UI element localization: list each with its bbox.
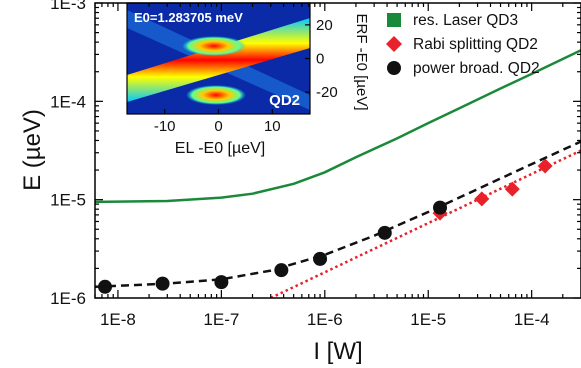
axes: 1E-8 1E-7 1E-6 1E-5 1E-4 1E-6 1E-5 1E-4 1E-3 I [W… — [19, 0, 581, 365]
inset-x-tick-label: -10 — [154, 118, 176, 135]
data-point — [504, 181, 520, 197]
data-point — [313, 251, 328, 266]
series-line — [95, 49, 581, 204]
y-tick-label: 1E-6 — [50, 289, 86, 308]
data-point — [274, 263, 289, 278]
legend-marker — [387, 61, 401, 75]
inset-title: E0=1.283705 meV — [134, 10, 243, 25]
inset-heatmap: E0=1.283705 meV QD2 -10 0 10 20 0 -20 EL -E0 [… — [126, 2, 370, 157]
x-tick-label: 1E-5 — [410, 310, 446, 329]
legend-label: res. Laser QD3 — [413, 12, 518, 29]
x-tick-label: 1E-6 — [307, 310, 343, 329]
legend-marker — [386, 36, 402, 52]
fit-line — [95, 140, 581, 289]
data-point — [98, 279, 113, 294]
legend-label: power broad. QD2 — [413, 60, 540, 77]
y-tick-label: 1E-4 — [50, 92, 86, 111]
inset-x-tick-label: 0 — [214, 118, 222, 135]
y-axis-label: E (µeV) — [19, 109, 46, 191]
series-layer — [95, 49, 581, 298]
plot-frame — [94, 2, 581, 299]
fit-line — [270, 149, 581, 298]
x-tick-label: 1E-8 — [100, 310, 136, 329]
inset-label: QD2 — [269, 92, 300, 109]
inset-y-tick-label: 20 — [316, 17, 333, 34]
x-tick-label: 1E-7 — [203, 310, 239, 329]
inset-y-axis-label: ERF -E0 [µeV] — [353, 13, 370, 110]
legend-marker — [387, 13, 401, 27]
inset-y-tick-label: 0 — [316, 51, 324, 68]
data-point — [537, 158, 553, 174]
inset-x-axis-label: EL -E0 [µeV] — [175, 140, 265, 157]
legend: res. Laser QD3 Rabi splitting QD2 power br… — [386, 12, 540, 77]
inset-blob-upper — [182, 36, 246, 56]
inset-blob-lower — [186, 85, 246, 105]
inset-y-tick-label: -20 — [316, 84, 338, 101]
legend-label: Rabi splitting QD2 — [413, 36, 538, 53]
x-axis-label: I [W] — [313, 338, 362, 365]
x-tick-label: 1E-4 — [514, 310, 550, 329]
inset-band-main — [127, 18, 310, 102]
y-tick-label: 1E-3 — [50, 0, 86, 13]
y-tick-label: 1E-5 — [50, 191, 86, 210]
inset-x-tick-label: 10 — [264, 118, 281, 135]
